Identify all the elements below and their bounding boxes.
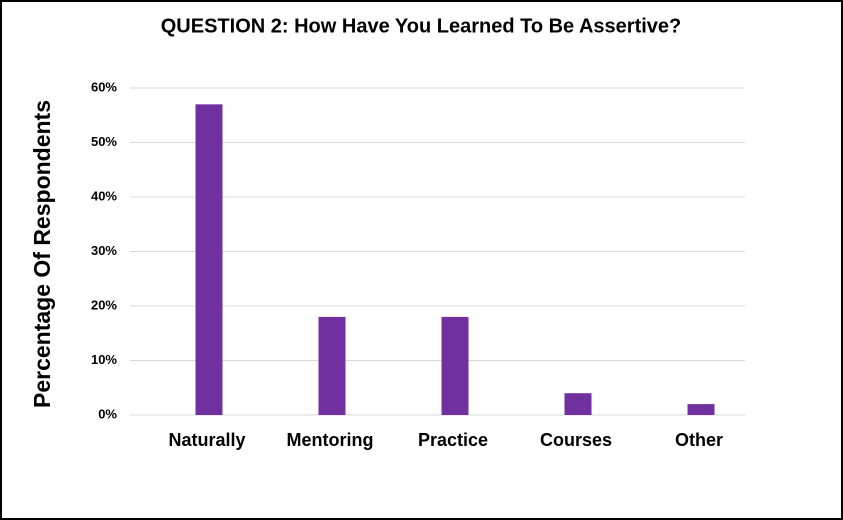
x-tick-label: Practice — [418, 430, 488, 450]
bar — [195, 104, 223, 415]
chart-title: QUESTION 2: How Have You Learned To Be A… — [161, 15, 682, 37]
y-tick-label: 30% — [91, 243, 117, 258]
x-tick-label: Other — [675, 430, 723, 450]
y-tick-label: 60% — [91, 79, 117, 94]
x-tick-label: Mentoring — [287, 430, 374, 450]
bar — [441, 316, 469, 415]
bar — [318, 316, 346, 415]
x-tick-label: Courses — [540, 430, 612, 450]
y-tick-label: 0% — [98, 406, 117, 421]
y-tick-label: 10% — [91, 352, 117, 367]
bar — [687, 404, 715, 415]
y-tick-label: 40% — [91, 188, 117, 203]
y-tick-label: 50% — [91, 134, 117, 149]
y-tick-label: 20% — [91, 297, 117, 312]
bar — [564, 393, 592, 415]
x-tick-label: Naturally — [168, 430, 245, 450]
y-axis-label: Percentage Of Respondents — [29, 100, 55, 408]
